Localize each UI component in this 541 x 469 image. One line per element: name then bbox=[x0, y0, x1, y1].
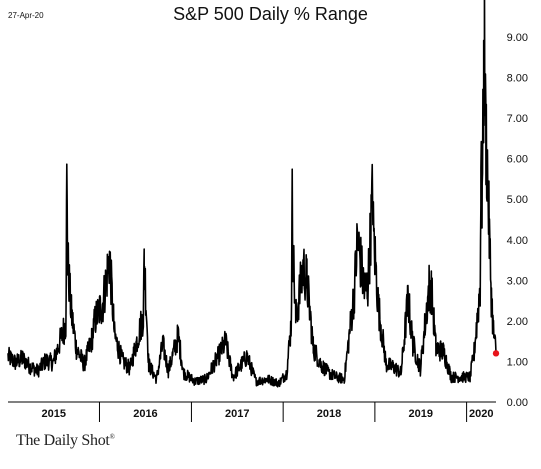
last-point-marker bbox=[492, 350, 500, 357]
y-tick-label: 5.00 bbox=[507, 194, 528, 206]
y-tick-label: 7.00 bbox=[507, 113, 528, 125]
y-tick-label: 2.00 bbox=[507, 316, 528, 328]
y-tick-label: 3.00 bbox=[507, 275, 528, 287]
x-tick-label: 2015 bbox=[41, 408, 65, 420]
brand-name: The Daily Shot bbox=[16, 432, 110, 449]
axes-layer bbox=[8, 401, 496, 422]
y-tick-label: 9.00 bbox=[507, 32, 528, 44]
label-layer: 2015 2016 2017 2018 2019 2020 0.00 1.00 2.00 3.00… bbox=[41, 32, 528, 420]
chart-title: S&P 500 Daily % Range bbox=[173, 4, 368, 24]
series-line bbox=[7, 0, 497, 388]
x-tick-label: 2020 bbox=[469, 408, 493, 420]
y-tick-label: 0.00 bbox=[507, 397, 528, 409]
brand-logo: The Daily Shot® bbox=[16, 432, 115, 450]
x-tick-label: 2016 bbox=[133, 408, 157, 420]
y-tick-label: 4.00 bbox=[507, 235, 528, 247]
x-tick-label: 2019 bbox=[408, 408, 432, 420]
y-tick-label: 6.00 bbox=[507, 154, 528, 166]
x-tick-label: 2017 bbox=[225, 408, 249, 420]
y-tick-label: 8.00 bbox=[507, 73, 528, 85]
brand-mark: ® bbox=[109, 433, 115, 441]
date-stamp: 27-Apr-20 bbox=[8, 11, 44, 20]
line-layer bbox=[7, 0, 500, 388]
y-tick-label: 1.00 bbox=[507, 356, 528, 368]
x-tick-label: 2018 bbox=[317, 408, 341, 420]
